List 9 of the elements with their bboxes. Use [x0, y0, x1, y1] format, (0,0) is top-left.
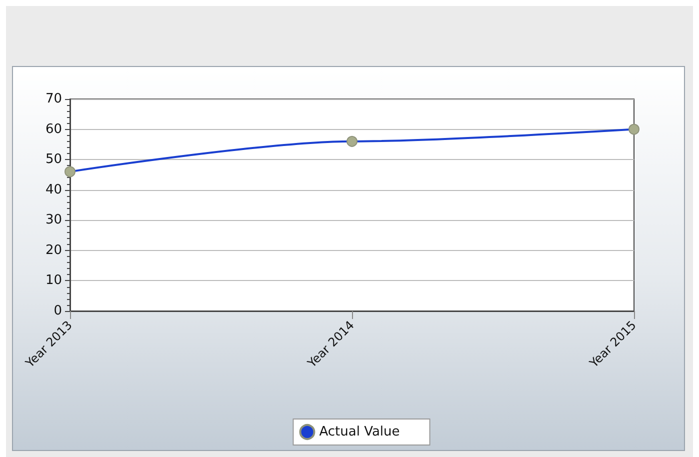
legend-label: Actual Value: [319, 424, 400, 440]
y-tick-label: 30: [45, 212, 62, 228]
y-tick-label: 70: [45, 92, 62, 106]
y-tick-label: 50: [45, 152, 62, 168]
y-tick-label: 10: [45, 273, 62, 288]
y-tick-label: 20: [45, 242, 62, 258]
y-tick-label: 40: [45, 182, 62, 198]
y-tick-label: 60: [45, 122, 62, 137]
y-tick-label: 0: [54, 304, 62, 318]
